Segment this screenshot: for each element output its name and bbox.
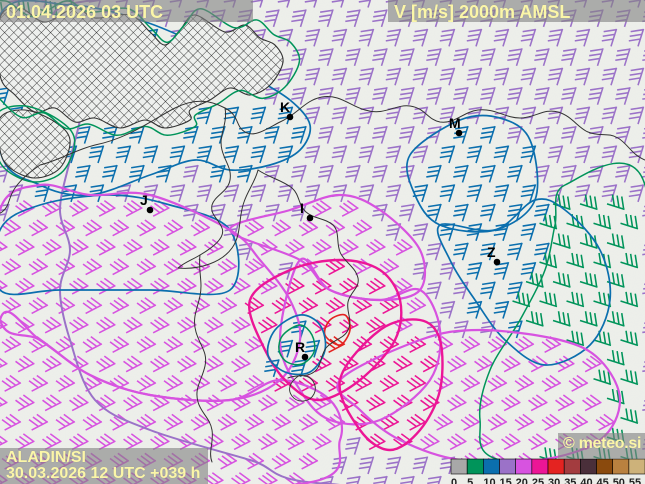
svg-text:Z: Z [487, 244, 496, 260]
svg-text:I: I [300, 200, 304, 216]
svg-text:M: M [449, 115, 461, 131]
svg-text:50: 50 [613, 477, 625, 484]
svg-text:0: 0 [451, 477, 457, 484]
svg-text:5: 5 [467, 477, 473, 484]
svg-text:20: 20 [516, 477, 528, 484]
svg-text:25: 25 [532, 477, 544, 484]
svg-text:55: 55 [629, 477, 641, 484]
svg-text:10: 10 [483, 477, 495, 484]
svg-text:40: 40 [580, 477, 592, 484]
svg-text:R: R [295, 339, 305, 355]
svg-text:K: K [280, 99, 290, 115]
svg-text:J: J [140, 192, 148, 208]
svg-text:15: 15 [500, 477, 512, 484]
svg-text:35: 35 [564, 477, 576, 484]
svg-text:45: 45 [597, 477, 609, 484]
svg-text:30: 30 [548, 477, 560, 484]
